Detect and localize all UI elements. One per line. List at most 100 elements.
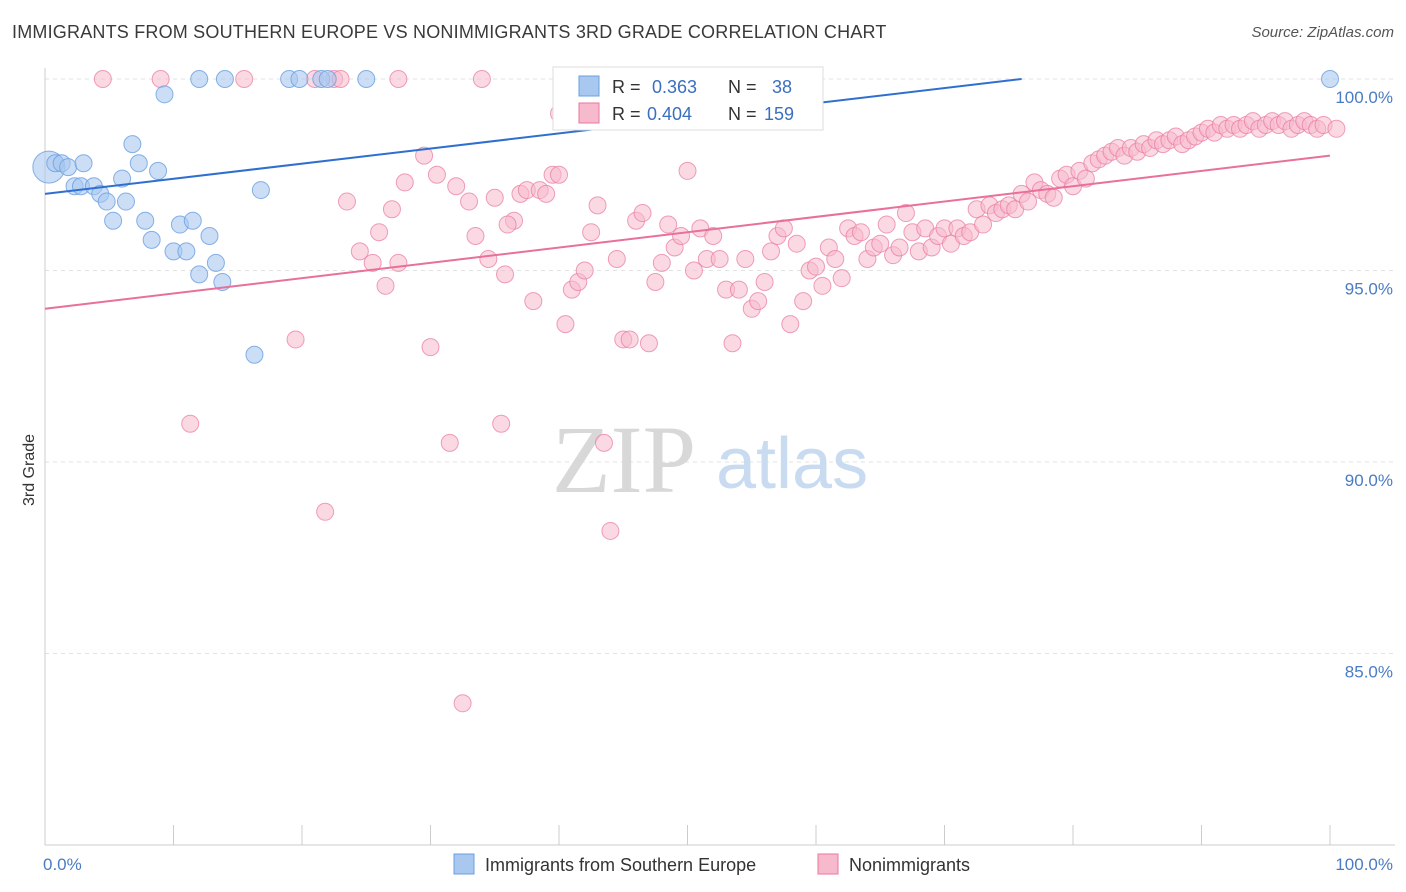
point-nonimmigrants: [492, 414, 511, 433]
legend-swatch-nonimmigrants: [817, 853, 839, 875]
point-nonimmigrants: [896, 204, 915, 223]
stats-legend-r-value-1: 0.363: [652, 77, 697, 97]
point-immigrants: [1321, 70, 1339, 88]
point-nonimmigrants: [286, 330, 305, 349]
watermark: ZIP atlas: [552, 406, 868, 513]
point-immigrants: [245, 345, 264, 364]
point-nonimmigrants: [496, 265, 515, 284]
point-nonimmigrants: [363, 253, 382, 272]
point-nonimmigrants: [575, 261, 594, 280]
y-tick-labels: 85.0% 90.0% 95.0% 100.0%: [1335, 88, 1393, 682]
bottom-legend: Immigrants from Southern Europe Nonimmig…: [453, 853, 970, 875]
point-nonimmigrants: [755, 272, 774, 291]
stats-legend-n-label-1: N =: [728, 77, 757, 97]
point-nonimmigrants: [93, 70, 112, 88]
stats-legend-r-label-1: R =: [612, 77, 641, 97]
point-nonimmigrants: [316, 502, 335, 521]
stats-legend-swatch-pink: [578, 102, 600, 124]
point-nonimmigrants: [832, 269, 851, 288]
point-nonimmigrants: [639, 334, 658, 353]
point-immigrants: [155, 85, 174, 104]
point-immigrants: [251, 181, 270, 200]
point-nonimmigrants: [607, 250, 626, 269]
point-nonimmigrants: [472, 70, 491, 88]
point-nonimmigrants: [684, 261, 703, 280]
point-immigrants: [190, 265, 209, 284]
point-nonimmigrants: [181, 414, 200, 433]
point-nonimmigrants: [415, 146, 434, 165]
point-nonimmigrants: [588, 196, 607, 215]
point-immigrants: [97, 192, 116, 211]
point-nonimmigrants: [389, 253, 408, 272]
point-nonimmigrants: [485, 188, 504, 207]
point-nonimmigrants: [537, 184, 556, 203]
x-tick-label-min: 0.0%: [43, 855, 82, 874]
point-nonimmigrants: [453, 694, 472, 713]
point-nonimmigrants: [890, 238, 909, 257]
y-tick-label: 95.0%: [1345, 280, 1393, 299]
point-nonimmigrants: [729, 280, 748, 299]
stats-legend-n-label-2: N =: [728, 104, 757, 124]
point-nonimmigrants: [710, 250, 729, 269]
point-nonimmigrants: [974, 215, 993, 234]
stats-legend-r-value-2: 0.404: [647, 104, 692, 124]
trend-line-immigrants: [44, 78, 1022, 195]
point-immigrants: [200, 227, 219, 246]
point-nonimmigrants: [646, 272, 665, 291]
point-nonimmigrants: [601, 521, 620, 540]
point-immigrants: [206, 253, 225, 272]
point-immigrants: [123, 135, 142, 154]
point-nonimmigrants: [460, 192, 479, 211]
series-nonimmigrants: [93, 70, 1346, 713]
point-nonimmigrants: [794, 292, 813, 311]
stats-legend-swatch-blue: [578, 75, 600, 97]
point-nonimmigrants: [582, 223, 601, 242]
trend-lines: [44, 78, 1331, 310]
legend-swatch-immigrants: [453, 853, 475, 875]
point-immigrants: [190, 70, 209, 88]
y-axis-title: 3rd Grade: [21, 434, 38, 506]
point-nonimmigrants: [427, 165, 446, 184]
point-immigrants: [290, 70, 309, 88]
point-nonimmigrants: [466, 227, 485, 246]
point-immigrants: [129, 154, 148, 173]
point-nonimmigrants: [395, 173, 414, 192]
stats-legend-r-label-2: R =: [612, 104, 641, 124]
y-tick-label: 90.0%: [1345, 471, 1393, 490]
source-label: Source: ZipAtlas.com: [1251, 24, 1394, 41]
point-nonimmigrants: [736, 250, 755, 269]
stats-legend-n-value-2: 159: [764, 104, 794, 124]
point-nonimmigrants: [620, 330, 639, 349]
stats-legend: R = 0.363 N = 38 R = 0.404 N = 159: [552, 66, 824, 131]
point-nonimmigrants: [550, 165, 568, 184]
point-immigrants: [104, 211, 123, 230]
point-nonimmigrants: [1076, 169, 1095, 188]
point-nonimmigrants: [1327, 119, 1346, 138]
point-nonimmigrants: [1044, 188, 1063, 207]
point-nonimmigrants: [826, 250, 845, 269]
point-nonimmigrants: [337, 192, 356, 211]
point-nonimmigrants: [370, 223, 389, 242]
watermark-atlas: atlas: [716, 424, 868, 504]
point-nonimmigrants: [652, 253, 671, 272]
point-nonimmigrants: [376, 276, 395, 295]
x-tick-label-max: 100.0%: [1335, 855, 1393, 874]
point-immigrants: [177, 242, 196, 261]
trend-line-nonimmigrants: [44, 154, 1331, 310]
point-nonimmigrants: [672, 227, 691, 246]
point-nonimmigrants: [594, 433, 613, 452]
y-tick-label: 85.0%: [1345, 663, 1393, 682]
axes: [44, 68, 1395, 846]
point-immigrants: [136, 211, 155, 230]
point-nonimmigrants: [524, 292, 543, 311]
point-immigrants: [113, 169, 132, 188]
point-nonimmigrants: [421, 338, 440, 357]
point-nonimmigrants: [633, 204, 652, 223]
point-nonimmigrants: [382, 200, 401, 219]
point-nonimmigrants: [479, 250, 498, 269]
point-nonimmigrants: [851, 223, 870, 242]
point-nonimmigrants: [704, 227, 723, 246]
legend-label-nonimmigrants: Nonimmigrants: [849, 855, 970, 875]
point-nonimmigrants: [723, 334, 742, 353]
